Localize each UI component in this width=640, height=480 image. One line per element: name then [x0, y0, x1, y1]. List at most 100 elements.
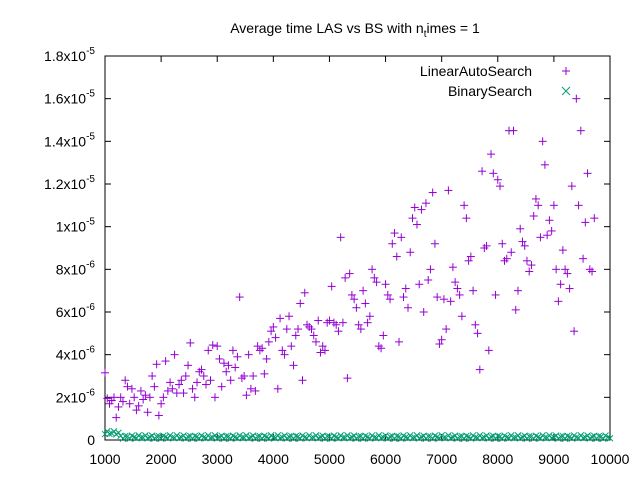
las-point [527, 261, 536, 270]
las-point [246, 384, 255, 393]
las-point [363, 318, 372, 327]
las-point [251, 386, 260, 395]
bs-point [557, 433, 564, 440]
las-point [493, 175, 502, 184]
legend-label-las: LinearAutoSearch [420, 63, 532, 79]
las-point [466, 252, 475, 261]
las-point [556, 280, 565, 289]
bs-point [211, 432, 219, 439]
bs-point [483, 432, 490, 439]
bs-point [175, 434, 183, 442]
las-point [534, 201, 543, 210]
las-point [381, 280, 390, 289]
las-point [518, 237, 527, 246]
bs-point [142, 431, 149, 439]
las-point [430, 239, 439, 248]
las-point [199, 372, 208, 380]
las-point [345, 269, 354, 278]
data-points [101, 94, 614, 443]
las-point [130, 393, 139, 402]
las-point [341, 273, 350, 282]
bs-point [424, 432, 432, 440]
y-tick-label: 1.8x10-5 [44, 46, 95, 64]
las-point [300, 288, 309, 297]
bs-point [440, 434, 448, 442]
bs-point [413, 432, 421, 439]
las-point [139, 395, 148, 404]
las-point [370, 273, 379, 282]
las-point [280, 350, 289, 359]
las-point [181, 372, 190, 380]
bs-point [191, 432, 199, 440]
x-tick-label: 4000 [258, 451, 289, 467]
las-point [585, 265, 594, 274]
x-tick-label: 5000 [314, 451, 345, 467]
las-point [482, 241, 491, 250]
bs-point [456, 433, 463, 440]
axis-tick-labels: 1000 2000 3000 4000 5000 6000 7000 8000 9000 1000… [44, 46, 630, 467]
las-point [379, 331, 388, 340]
las-point [408, 214, 417, 223]
las-point [567, 182, 576, 191]
las-point [166, 378, 175, 387]
las-point [217, 382, 226, 391]
las-point [581, 218, 590, 227]
las-point [446, 297, 455, 306]
bs-point [168, 434, 176, 441]
las-point [271, 333, 280, 342]
las-point [204, 346, 213, 355]
las-point [509, 126, 518, 135]
bs-point [429, 435, 437, 443]
las-point [491, 290, 500, 299]
las-point [359, 286, 368, 295]
las-point [531, 194, 540, 203]
las-point [388, 239, 397, 248]
bs-point [386, 433, 394, 440]
las-point [453, 284, 462, 293]
las-point [401, 284, 410, 293]
las-point [282, 325, 291, 334]
las-point [186, 338, 195, 347]
bs-point [106, 430, 113, 438]
bs-point [312, 432, 320, 439]
las-point [190, 393, 199, 402]
las-point [545, 216, 554, 225]
las-point [184, 361, 193, 370]
las-point [264, 337, 273, 346]
las-point [516, 224, 525, 233]
las-point [372, 278, 381, 287]
las-point [433, 293, 442, 302]
las-point [206, 376, 215, 385]
plot-frame [104, 55, 611, 441]
las-point [570, 327, 579, 336]
las-point [123, 382, 132, 391]
las-point [307, 325, 316, 334]
las-point [240, 372, 249, 380]
bs-point [344, 431, 351, 439]
las-point [193, 378, 202, 387]
bs-point [604, 433, 612, 441]
bs-point [478, 434, 486, 442]
las-point [159, 393, 168, 402]
las-point [522, 256, 531, 265]
las-point [125, 399, 134, 408]
bs-point [308, 434, 315, 442]
legend: LinearAutoSearch BinarySearch [420, 63, 571, 99]
las-point [197, 365, 206, 374]
bs-point [195, 435, 203, 442]
las-point [269, 322, 278, 331]
las-point [377, 344, 386, 353]
las-point [406, 248, 415, 257]
bs-point [328, 435, 336, 443]
las-point [224, 361, 233, 370]
bs-point [541, 434, 549, 442]
las-point [338, 318, 347, 327]
las-point [583, 169, 592, 178]
legend-marker-bs [561, 86, 571, 96]
las-point [484, 346, 493, 355]
las-point [145, 393, 154, 402]
las-point [540, 160, 549, 169]
las-point [291, 331, 300, 340]
las-point [332, 320, 341, 329]
